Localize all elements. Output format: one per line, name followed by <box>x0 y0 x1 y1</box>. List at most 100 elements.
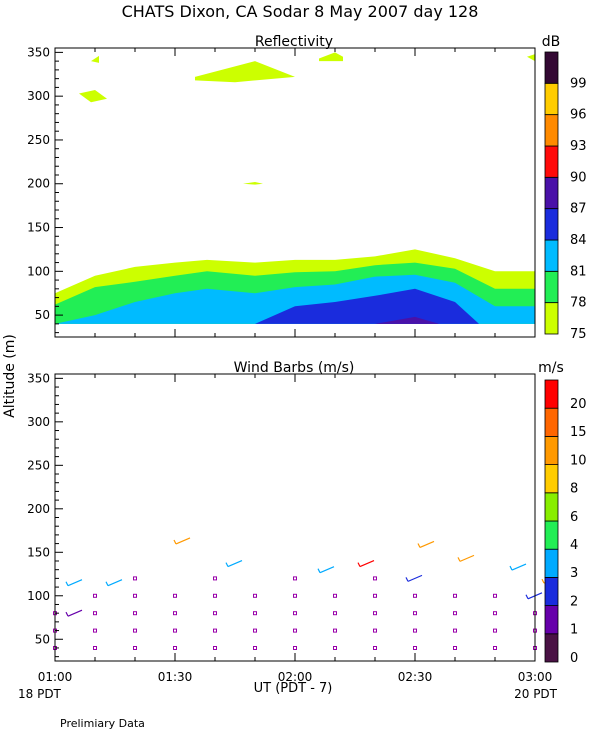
wind-barb-6 <box>357 560 375 568</box>
calm-wind-point <box>413 593 417 598</box>
calm-wind-point <box>453 593 457 598</box>
colorbar-label-93: 93 <box>570 139 587 154</box>
colorbar-label-75: 75 <box>570 327 587 342</box>
calm-wind-point <box>173 593 177 598</box>
wind-colorbar: 0 1 2 3 4 6 8 10 15 20 <box>544 379 587 666</box>
y-tick-label: 100 <box>27 264 50 278</box>
colorbar-label-3: 3 <box>570 566 578 581</box>
y-tick-label: 200 <box>27 502 50 516</box>
calm-wind-point <box>293 611 297 616</box>
calm-wind-point <box>173 628 177 633</box>
wind-axes: 50 100 150 200 250 300 350 01:00 01:30 02:00 02:30… <box>27 371 552 684</box>
x-tick-label: 03:00 <box>518 670 553 684</box>
calm-wind-point <box>253 593 257 598</box>
calm-wind-point <box>493 593 497 598</box>
colorbar-label-96: 96 <box>570 108 587 123</box>
colorbar-swatch-0 <box>544 633 559 663</box>
colorbar-label-6: 6 <box>570 510 578 525</box>
colorbar-swatch-99 <box>544 51 559 84</box>
colorbar-label-20: 20 <box>570 397 587 412</box>
reflectivity-colorbar-unit: dB <box>542 34 561 50</box>
calm-wind-point <box>213 646 217 650</box>
calm-wind-point <box>93 593 97 598</box>
wind-barb-4 <box>225 560 243 568</box>
y-tick-label: 250 <box>27 133 50 147</box>
calm-wind-point <box>93 611 97 616</box>
calm-wind-point <box>333 646 337 650</box>
reflectivity-contour-75-6 <box>91 55 99 63</box>
calm-wind-point <box>213 628 217 633</box>
calm-wind-point <box>133 593 137 598</box>
wind-barb-7 <box>417 540 435 549</box>
y-tick-label: 300 <box>27 89 50 103</box>
calm-wind-point <box>373 576 377 581</box>
colorbar-label-2: 2 <box>570 594 578 609</box>
y-tick-label: 100 <box>27 589 50 603</box>
calm-wind-point <box>413 611 417 616</box>
x-axis-label: UT (PDT - 7) <box>254 681 333 696</box>
colorbar-label-8: 8 <box>570 482 578 497</box>
colorbar-swatch-3 <box>544 548 559 578</box>
colorbar-swatch-15 <box>544 407 559 437</box>
calm-wind-point <box>253 646 257 650</box>
calm-wind-point <box>493 611 497 616</box>
reflectivity-title: Reflectivity <box>255 34 333 50</box>
colorbar-swatch-1 <box>544 605 559 635</box>
wind-barb-2 <box>65 609 83 617</box>
preliminary-note: Prelimiary Data <box>60 717 145 730</box>
calm-wind-point <box>93 646 97 650</box>
x-tick-label: 01:00 <box>38 670 73 684</box>
colorbar-label-4: 4 <box>570 538 578 553</box>
y-tick-label: 200 <box>27 177 50 191</box>
calm-wind-point <box>173 611 177 616</box>
colorbar-label-0: 0 <box>570 651 578 666</box>
calm-wind-point <box>333 611 337 616</box>
colorbar-swatch-84 <box>544 208 559 241</box>
wind-barbs-title: Wind Barbs (m/s) <box>234 360 355 376</box>
colorbar-swatch-96 <box>544 82 559 116</box>
reflectivity-contour-75-9 <box>527 54 535 62</box>
colorbar-swatch-2 <box>544 577 559 607</box>
colorbar-swatch-4 <box>544 520 559 550</box>
colorbar-label-10: 10 <box>570 453 587 468</box>
colorbar-swatch-6 <box>544 492 559 522</box>
colorbar-swatch-81 <box>544 239 559 272</box>
wind-barb-marks <box>53 537 559 650</box>
calm-wind-point <box>413 646 417 650</box>
reflectivity-contour-75-7 <box>195 61 295 83</box>
calm-wind-point <box>453 611 457 616</box>
wind-barb-5 <box>317 566 335 574</box>
calm-wind-point <box>293 593 297 598</box>
calm-wind-point <box>253 611 257 616</box>
calm-wind-point <box>373 646 377 650</box>
calm-wind-point <box>213 576 217 581</box>
y-tick-label: 50 <box>35 632 50 646</box>
y-tick-label: 250 <box>27 458 50 472</box>
wind-barb-9 <box>509 563 527 571</box>
calm-wind-point <box>373 611 377 616</box>
colorbar-label-1: 1 <box>570 623 578 638</box>
plot-frame <box>54 373 536 662</box>
calm-wind-point <box>413 628 417 633</box>
calm-wind-point <box>173 646 177 650</box>
calm-wind-point <box>213 611 217 616</box>
calm-wind-point <box>213 593 217 598</box>
y-tick-label: 350 <box>27 371 50 385</box>
calm-wind-point <box>133 576 137 581</box>
wind-barb-1 <box>105 579 123 587</box>
wind-barb-10 <box>525 592 543 600</box>
x-tick-label: 01:30 <box>158 670 193 684</box>
wind-barb-3 <box>173 537 191 545</box>
y-tick-label: 350 <box>27 45 50 59</box>
reflectivity-axes: 50 100 150 200 250 300 350 <box>27 45 536 338</box>
colorbar-swatch-20 <box>544 379 559 409</box>
colorbar-label-99: 99 <box>570 76 587 91</box>
reflectivity-panel: Reflectivity 50 100 150 200 250 300 350 75 78 81… <box>27 34 586 342</box>
x-tick-label: 02:30 <box>398 670 433 684</box>
calm-wind-point <box>493 628 497 633</box>
y-tick-label: 150 <box>27 545 50 559</box>
end-time-label: 20 PDT <box>514 687 558 701</box>
y-tick-label: 150 <box>27 221 50 235</box>
reflectivity-contours <box>55 52 535 324</box>
y-tick-label: 50 <box>35 308 50 322</box>
